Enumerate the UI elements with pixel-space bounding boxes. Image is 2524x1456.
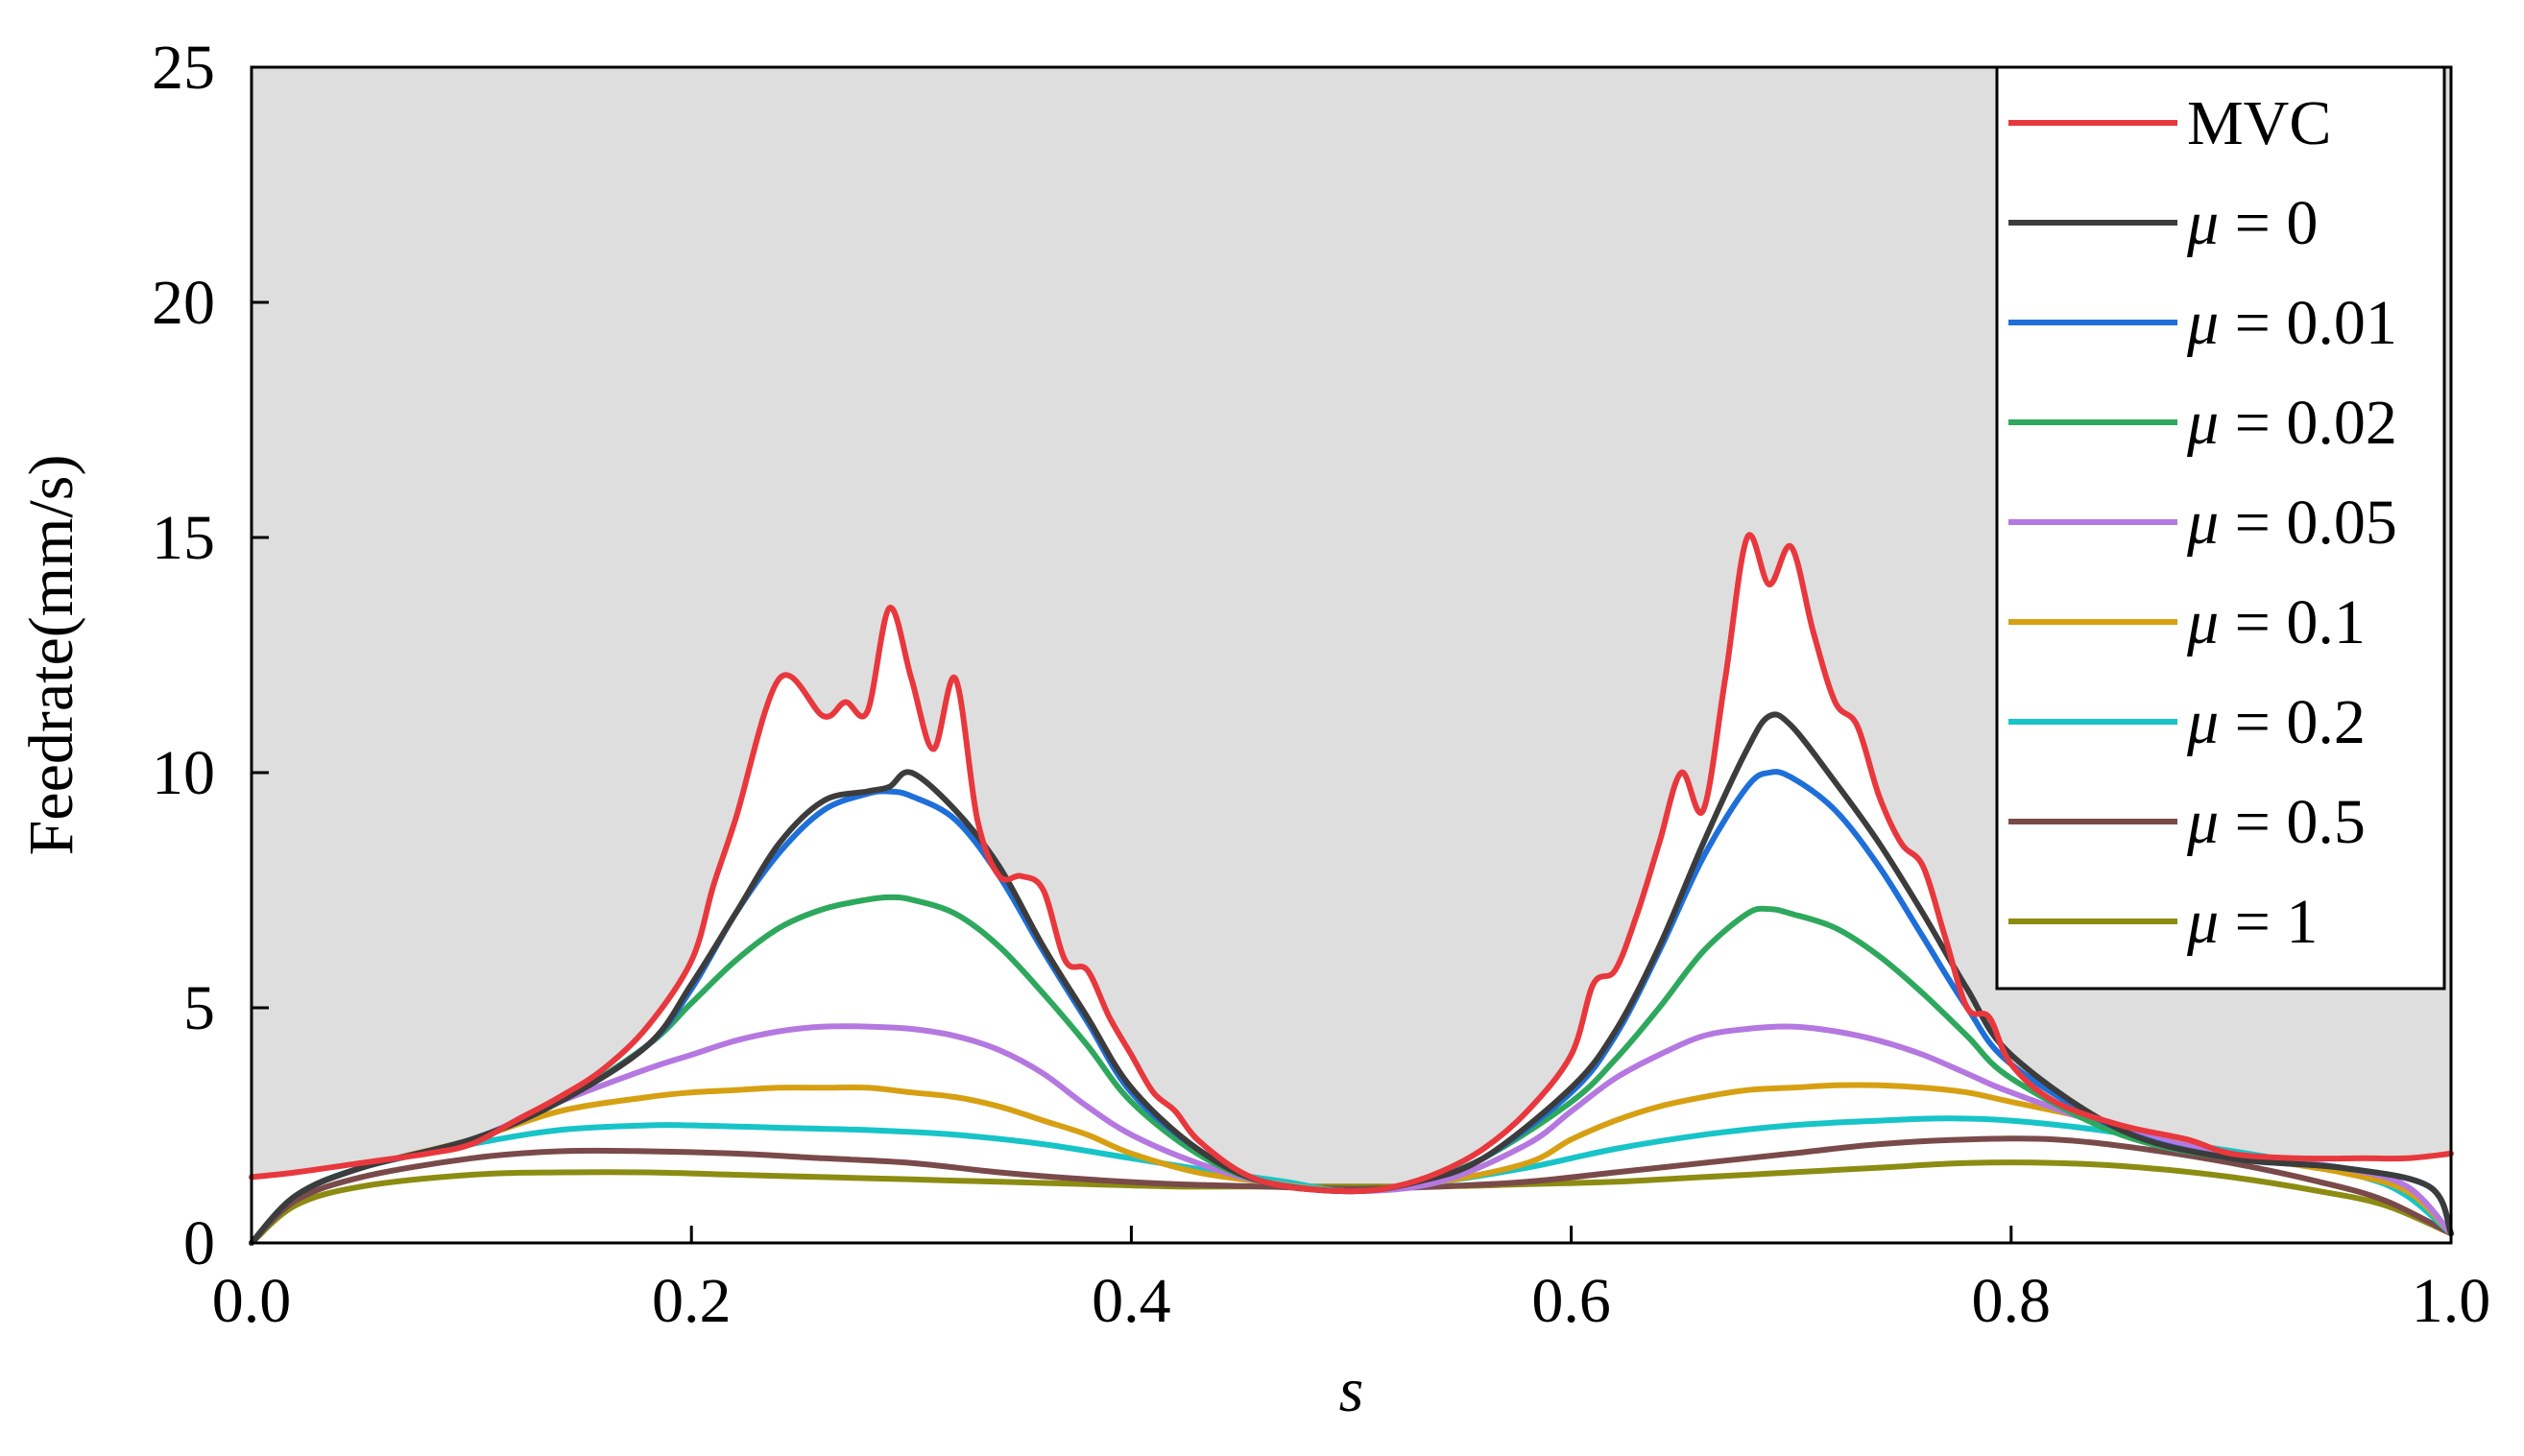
legend-label: μ = 0 xyxy=(2186,188,2318,258)
legend-label: μ = 0.1 xyxy=(2186,587,2366,657)
legend-value: = 0.02 xyxy=(2219,388,2397,458)
legend-mu-symbol: μ xyxy=(2186,188,2219,258)
legend-value: = 1 xyxy=(2219,887,2318,957)
legend-mu-symbol: μ xyxy=(2186,587,2219,657)
x-tick-label: 0.4 xyxy=(1092,1266,1171,1336)
legend-label: μ = 0.5 xyxy=(2186,787,2366,857)
x-axis-title: s xyxy=(1339,1355,1364,1425)
legend-value: MVC xyxy=(2187,88,2331,158)
y-tick-label: 25 xyxy=(152,33,215,103)
legend-mu-symbol: μ xyxy=(2186,887,2219,957)
x-axis-ticks: 0.0 0.2 0.4 0.6 0.8 1.0 xyxy=(212,1226,2491,1336)
legend-value: = 0.05 xyxy=(2219,488,2397,558)
legend-value: = 0.5 xyxy=(2219,787,2366,857)
y-axis-title: Feedrate(mm/s) xyxy=(16,455,86,856)
y-tick-label: 5 xyxy=(183,973,215,1043)
legend-label: MVC xyxy=(2187,88,2331,158)
x-tick-label: 0.0 xyxy=(212,1266,292,1336)
legend-mu-symbol: μ xyxy=(2186,388,2219,458)
legend-value: = 0 xyxy=(2219,188,2318,258)
y-axis-ticks: 0 5 10 15 20 25 xyxy=(152,33,269,1278)
y-tick-label: 0 xyxy=(183,1208,215,1278)
legend-label: μ = 0.2 xyxy=(2186,687,2366,757)
legend-mu-symbol: μ xyxy=(2186,488,2219,558)
legend-value: = 0.01 xyxy=(2219,288,2397,358)
legend-mu-symbol: μ xyxy=(2186,288,2219,358)
legend-mu-symbol: μ xyxy=(2186,787,2219,857)
legend-label: μ = 1 xyxy=(2186,887,2318,957)
x-tick-label: 0.2 xyxy=(652,1266,732,1336)
mvc-shaded-region xyxy=(252,67,2451,1192)
series-layer xyxy=(249,532,2454,1246)
x-tick-label: 0.8 xyxy=(1972,1266,2052,1336)
plot-frame xyxy=(250,65,2453,1245)
legend-value: = 0.2 xyxy=(2219,687,2366,757)
legend-mu-symbol: μ xyxy=(2186,687,2219,757)
legend-label: μ = 0.02 xyxy=(2186,388,2397,458)
legend-label: μ = 0.01 xyxy=(2186,288,2397,358)
x-tick-label: 0.6 xyxy=(1531,1266,1611,1336)
y-tick-label: 15 xyxy=(152,503,215,573)
legend-value: = 0.1 xyxy=(2219,587,2366,657)
y-tick-label: 10 xyxy=(152,738,215,808)
y-tick-label: 20 xyxy=(152,268,215,338)
series-line-mvc xyxy=(249,532,2454,1195)
legend-label: μ = 0.05 xyxy=(2186,488,2397,558)
x-tick-label: 1.0 xyxy=(2412,1266,2491,1336)
